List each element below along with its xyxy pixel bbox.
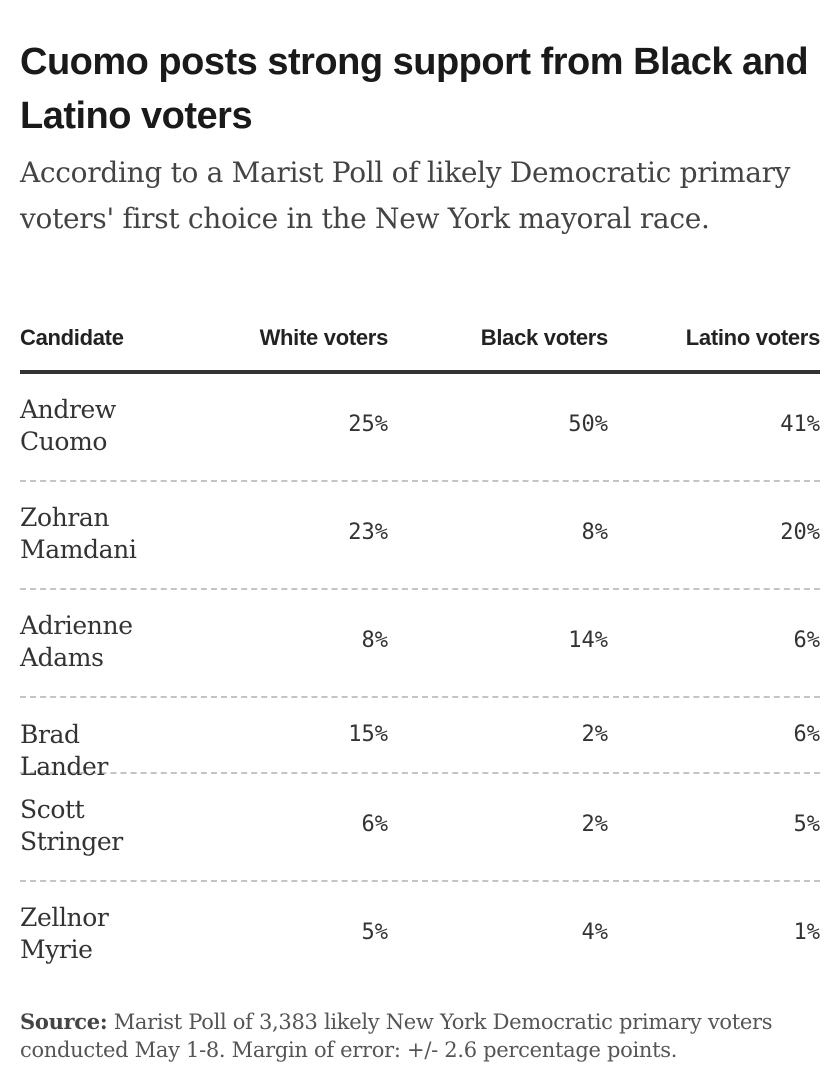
- value-black-voters: 2%: [581, 812, 609, 837]
- source-note: Source: Marist Poll of 3,383 likely New …: [20, 1008, 820, 1064]
- value-white-voters: 15%: [348, 722, 388, 747]
- value-black-voters: 2%: [581, 722, 609, 747]
- source-label: Source:: [20, 1009, 108, 1034]
- table-row: Andrew Cuomo 25% 50% 41%: [20, 374, 820, 482]
- table-body: Andrew Cuomo 25% 50% 41% Zohran Mamdani 23% 8%…: [20, 374, 820, 972]
- value-white-voters: 5%: [361, 920, 389, 945]
- column-header-candidate: Candidate: [20, 325, 124, 350]
- chart-subtitle: According to a Marist Poll of likely Dem…: [20, 156, 791, 235]
- source-text: Marist Poll of 3,383 likely New York Dem…: [20, 1010, 773, 1062]
- candidate-name: Scott Stringer: [20, 795, 123, 856]
- value-latino-voters: 6%: [793, 628, 821, 653]
- candidate-name: Zellnor Myrie: [20, 903, 109, 964]
- value-black-voters: 8%: [581, 520, 609, 545]
- value-latino-voters: 6%: [793, 722, 821, 747]
- candidate-name: Adrienne Adams: [20, 611, 133, 672]
- candidate-name: Brad Lander: [20, 720, 108, 781]
- value-white-voters: 25%: [348, 412, 388, 437]
- value-latino-voters: 20%: [780, 520, 820, 545]
- results-table: Candidate White voters Black voters Lati…: [20, 318, 820, 972]
- value-white-voters: 6%: [361, 812, 389, 837]
- column-header-black-voters: Black voters: [480, 325, 609, 350]
- value-white-voters: 23%: [348, 520, 388, 545]
- value-black-voters: 4%: [581, 920, 609, 945]
- value-latino-voters: 5%: [793, 812, 821, 837]
- value-latino-voters: 41%: [780, 412, 820, 437]
- table-row: Brad Lander 15% 2% 6%: [20, 698, 821, 781]
- table-row: Zellnor Myrie 5% 4% 1%: [20, 882, 820, 972]
- value-black-voters: 50%: [568, 412, 608, 437]
- value-black-voters: 14%: [568, 628, 608, 653]
- table-row: Adrienne Adams 8% 14% 6%: [20, 590, 820, 698]
- candidate-name: Andrew Cuomo: [20, 395, 116, 456]
- candidate-name: Zohran Mamdani: [20, 503, 137, 564]
- value-latino-voters: 1%: [793, 920, 821, 945]
- value-white-voters: 8%: [361, 628, 389, 653]
- table-row: Scott Stringer 6% 2% 5%: [20, 774, 820, 882]
- column-header-latino-voters: Latino voters: [685, 325, 821, 350]
- table-header: Candidate White voters Black voters Lati…: [20, 318, 820, 374]
- column-header-white-voters: White voters: [259, 325, 389, 350]
- chart-title: Cuomo posts strong support from Black an…: [20, 41, 809, 137]
- table-row: Zohran Mamdani 23% 8% 20%: [20, 482, 820, 590]
